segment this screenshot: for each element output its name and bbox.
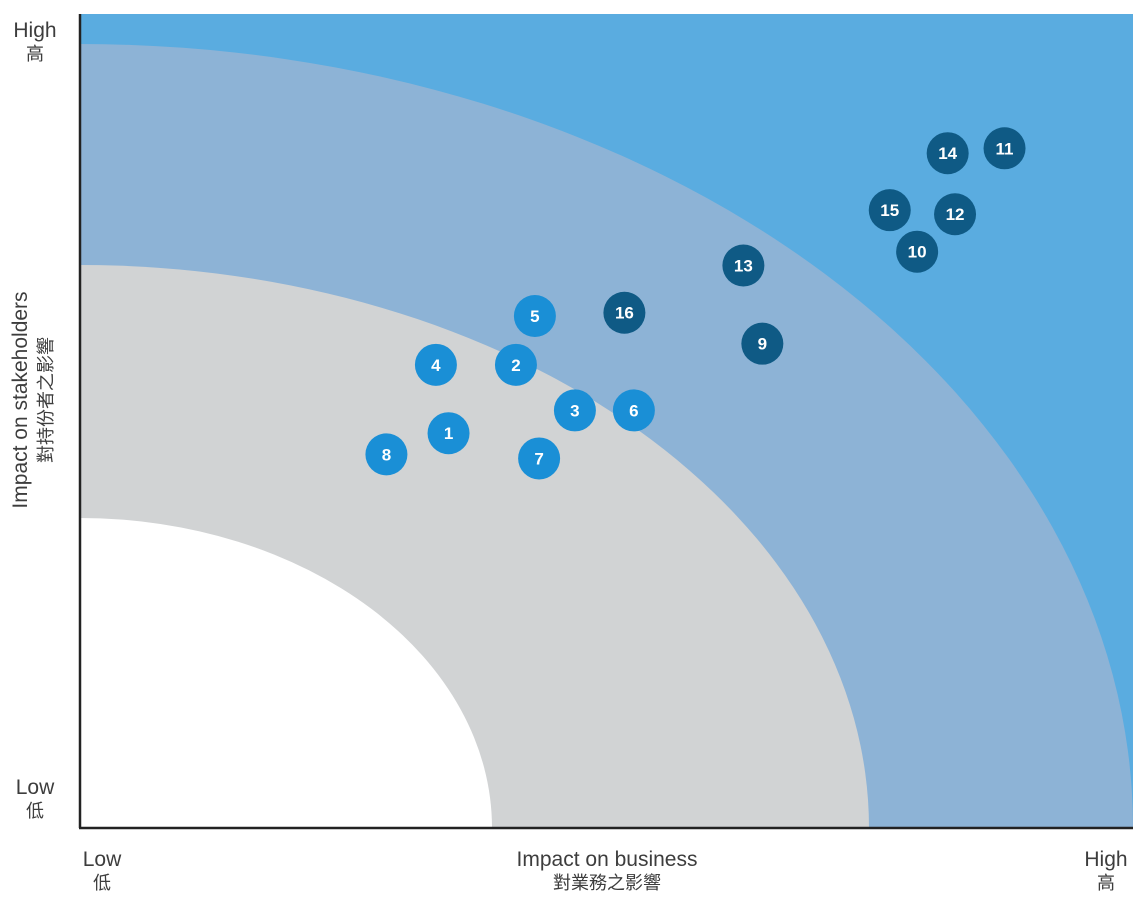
data-point-marker xyxy=(414,343,457,386)
data-point-label: 14 xyxy=(938,144,957,163)
data-point-1: 1 xyxy=(427,412,470,455)
data-point-2: 2 xyxy=(494,343,537,386)
y-tick-label-high: High 高 xyxy=(13,19,57,65)
data-point-label: 7 xyxy=(534,449,543,468)
data-point-label: 1 xyxy=(444,424,453,443)
data-point-marker xyxy=(427,412,470,455)
data-point-marker xyxy=(513,294,556,337)
data-point-marker xyxy=(612,389,655,432)
y-axis-title-zh: 對持份者之影響 xyxy=(36,337,57,463)
data-point-label: 4 xyxy=(431,356,441,375)
zone-low xyxy=(80,518,492,828)
data-point-12: 12 xyxy=(934,193,977,236)
y-tick-label-low: Low 低 xyxy=(15,776,55,822)
data-point-label: 8 xyxy=(382,445,391,464)
data-point-label: 5 xyxy=(530,307,539,326)
data-point-label: 12 xyxy=(946,205,965,224)
y-axis-title: Impact on stakeholders 對持份者之影響 xyxy=(8,250,64,550)
x-axis-title-en: Impact on business xyxy=(516,848,698,871)
data-point-marker xyxy=(365,433,408,476)
x-tick-label-high: High 高 xyxy=(1084,848,1128,894)
data-point-14: 14 xyxy=(926,132,969,175)
data-point-marker xyxy=(603,291,646,334)
data-point-marker xyxy=(553,389,596,432)
data-point-9: 9 xyxy=(741,322,784,365)
data-point-marker xyxy=(518,437,561,480)
data-point-marker xyxy=(926,132,969,175)
x-axis-title-zh: 對業務之影響 xyxy=(553,873,661,894)
data-point-5: 5 xyxy=(513,294,556,337)
data-point-marker xyxy=(934,193,977,236)
data-point-label: 3 xyxy=(570,401,579,420)
data-point-4: 4 xyxy=(414,343,457,386)
impact-zones xyxy=(80,14,1133,828)
data-point-8: 8 xyxy=(365,433,408,476)
data-point-marker xyxy=(722,244,765,287)
data-point-11: 11 xyxy=(983,127,1026,170)
data-point-13: 13 xyxy=(722,244,765,287)
data-point-marker xyxy=(896,230,939,273)
data-point-label: 6 xyxy=(629,401,638,420)
data-point-16: 16 xyxy=(603,291,646,334)
data-point-7: 7 xyxy=(518,437,561,480)
data-point-label: 10 xyxy=(908,243,927,262)
data-point-marker xyxy=(868,189,911,232)
data-point-3: 3 xyxy=(553,389,596,432)
data-point-label: 9 xyxy=(758,335,767,354)
data-point-marker xyxy=(741,322,784,365)
data-point-marker xyxy=(983,127,1026,170)
data-point-10: 10 xyxy=(896,230,939,273)
data-point-label: 2 xyxy=(511,356,520,375)
x-tick-label-low: Low 低 xyxy=(82,848,122,894)
data-point-label: 11 xyxy=(996,139,1014,158)
x-axis-title: Impact on business 對業務之影響 xyxy=(457,848,757,896)
data-point-label: 13 xyxy=(734,257,753,276)
axes xyxy=(78,14,1133,830)
data-point-label: 15 xyxy=(880,201,899,220)
data-point-label: 16 xyxy=(615,304,634,323)
data-point-15: 15 xyxy=(868,189,911,232)
data-point-marker xyxy=(494,343,537,386)
data-point-6: 6 xyxy=(612,389,655,432)
y-axis-title-en: Impact on stakeholders xyxy=(9,291,32,509)
